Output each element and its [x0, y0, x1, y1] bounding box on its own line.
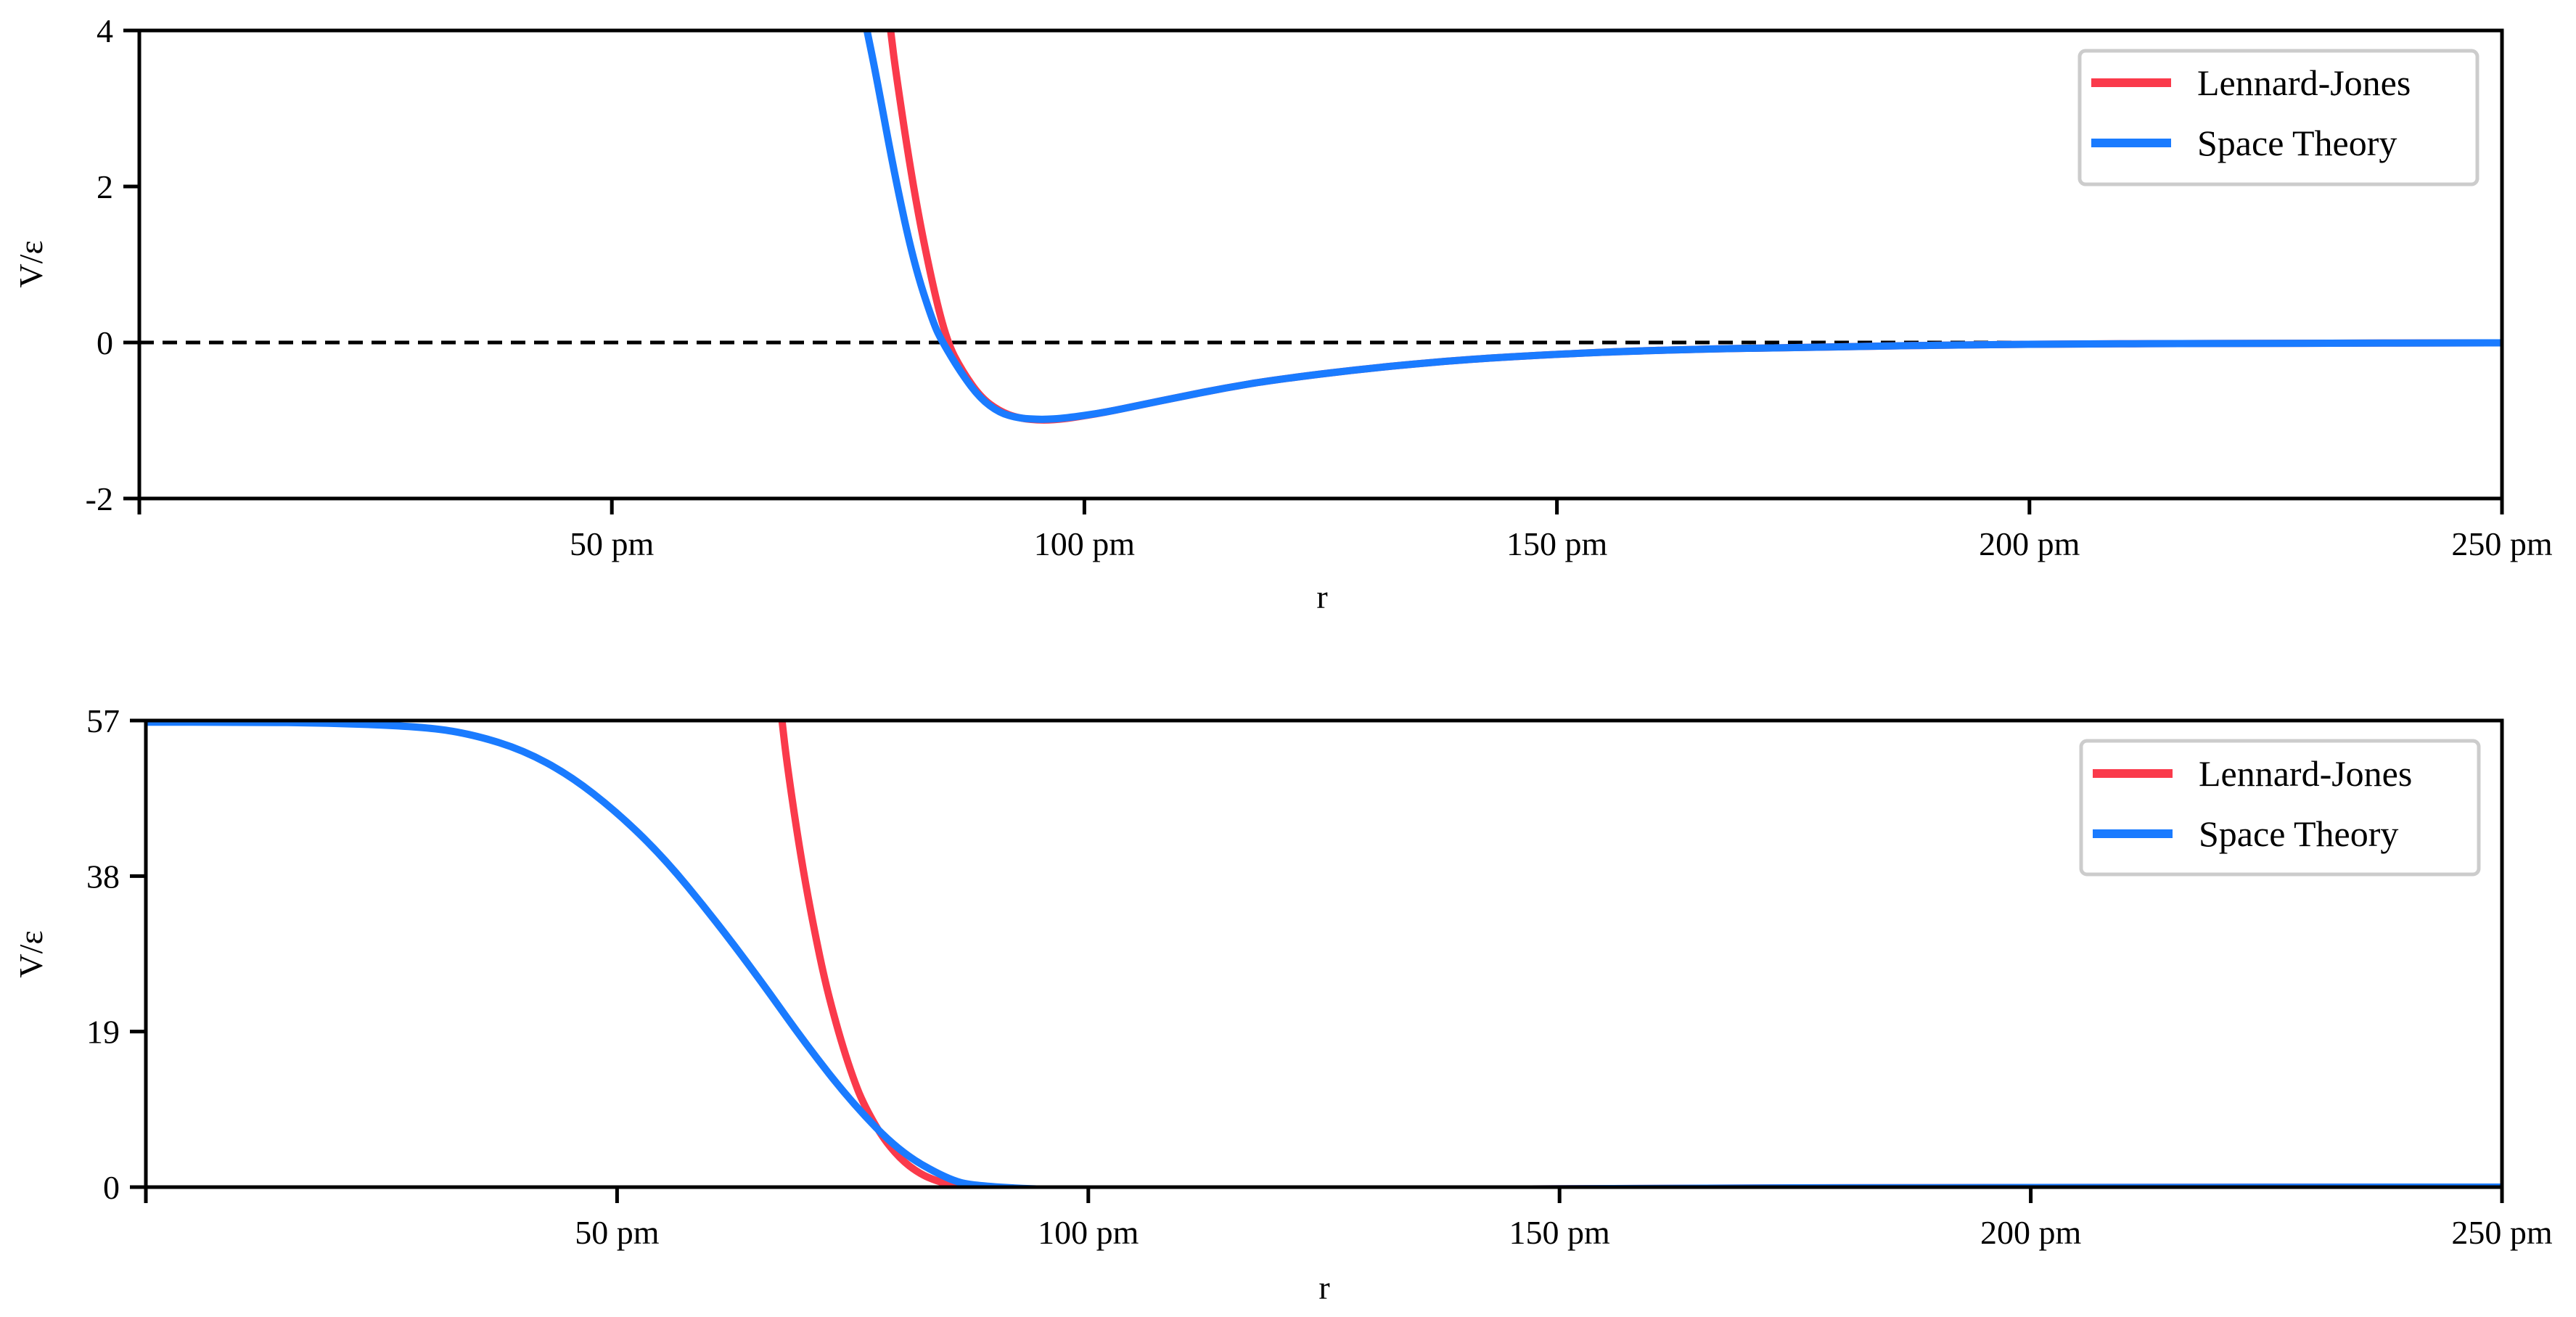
bottom-x-axis-label: r [1318, 1269, 1329, 1306]
bottom-y-axis: 0 19 38 57 [86, 702, 146, 1206]
bottom-y-axis-label: V/ε [12, 930, 49, 977]
legend-label-space-theory: Space Theory [2199, 813, 2398, 854]
bottom-x-axis: 50 pm 100 pm 150 pm 200 pm 250 pm [144, 1187, 2553, 1251]
y-tick-label: -2 [86, 480, 113, 517]
space-theory-curve-bottom [146, 721, 2502, 1187]
x-tick-label: 200 pm [1980, 1214, 2082, 1251]
x-tick-label: 250 pm [2451, 525, 2553, 562]
top-panel: -2 0 2 4 50 pm 100 pm 150 pm 200 pm 250 pm r V/… [12, 12, 2553, 615]
x-tick-label: 200 pm [1979, 525, 2080, 562]
y-tick-label: 4 [97, 12, 113, 49]
x-tick-label: 50 pm [575, 1214, 660, 1251]
x-tick-label: 250 pm [2451, 1214, 2553, 1251]
x-tick-label: 150 pm [1509, 1214, 1611, 1251]
x-tick-label: 100 pm [1038, 1214, 1139, 1251]
top-y-axis-label: V/ε [12, 240, 49, 287]
top-axes-frame [137, 28, 2504, 501]
y-tick-label: 57 [86, 702, 120, 739]
y-tick-label: 38 [86, 858, 120, 895]
legend-label-lennard-jones: Lennard-Jones [2197, 62, 2411, 103]
top-x-axis-label: r [1316, 578, 1327, 615]
legend-frame [2079, 739, 2481, 877]
top-y-axis: -2 0 2 4 [86, 12, 139, 517]
y-tick-label: 2 [97, 168, 113, 205]
y-tick-label: 0 [103, 1169, 120, 1206]
bottom-axes-frame [144, 718, 2504, 1189]
space-theory-curve-top [863, 30, 2502, 423]
lennard-jones-curve-bottom [778, 721, 2502, 1187]
legend-frame [2077, 49, 2479, 186]
y-tick-label: 19 [86, 1014, 120, 1051]
legend-label-space-theory: Space Theory [2197, 123, 2397, 163]
x-tick-label: 50 pm [570, 525, 655, 562]
top-x-axis: 50 pm 100 pm 150 pm 200 pm 250 pm [137, 499, 2553, 562]
x-tick-label: 100 pm [1034, 525, 1136, 562]
x-tick-label: 150 pm [1506, 525, 1608, 562]
top-legend: Lennard-Jones Space Theory [2077, 49, 2479, 186]
y-tick-label: 0 [97, 324, 113, 361]
bottom-legend: Lennard-Jones Space Theory [2079, 739, 2481, 877]
legend-label-lennard-jones: Lennard-Jones [2199, 753, 2412, 794]
